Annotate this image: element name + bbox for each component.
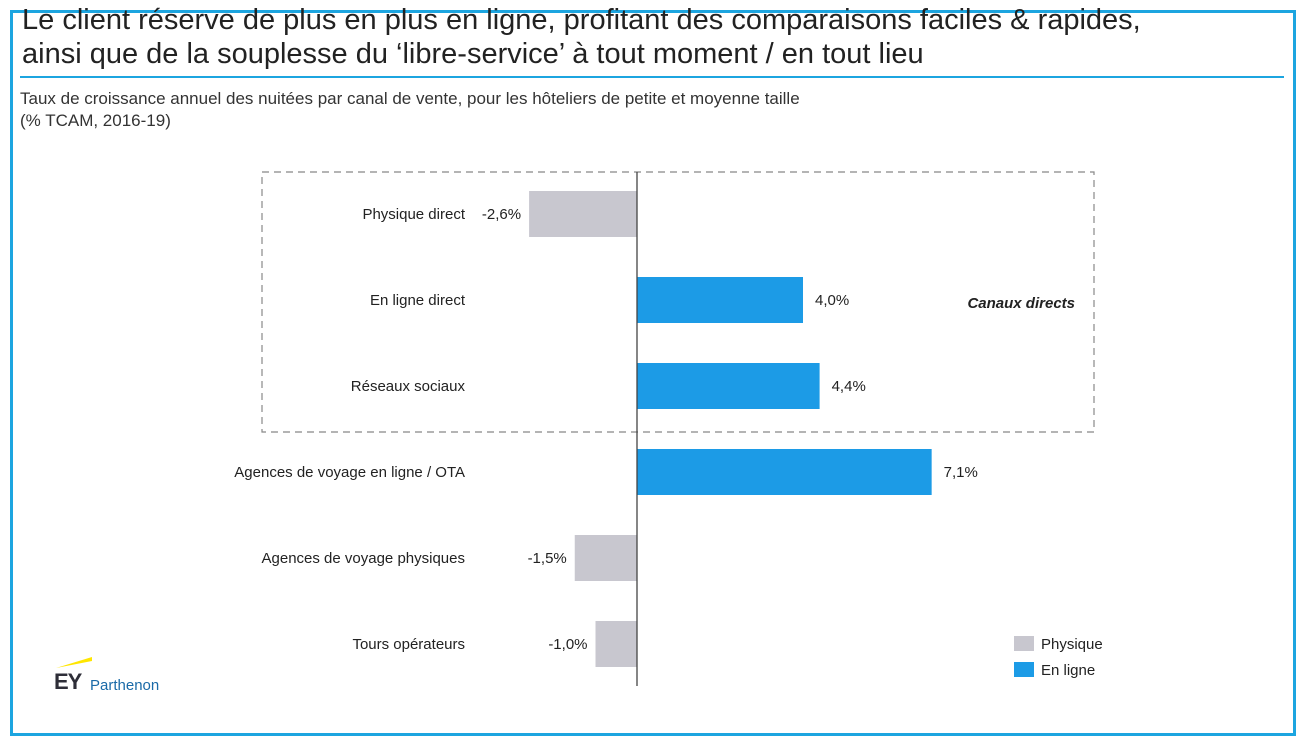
- logo-beam-icon: [56, 657, 92, 668]
- category-label-6: Tours opérateurs: [352, 636, 465, 653]
- page-title-line1: Le client réserve de plus en plus en lig…: [22, 4, 1141, 36]
- category-label-1: Physique direct: [362, 206, 465, 223]
- legend-label-2: En ligne: [1041, 662, 1095, 679]
- category-label-5: Agences de voyage physiques: [262, 550, 465, 567]
- value-label-6: -1,0%: [548, 636, 587, 653]
- value-label-5: -1,5%: [528, 550, 567, 567]
- logo-sub: Parthenon: [90, 677, 160, 694]
- chart-subtitle: Taux de croissance annuel des nuitées pa…: [20, 88, 800, 132]
- legend-swatch-1: [1014, 636, 1034, 651]
- value-label-1: -2,6%: [482, 206, 521, 223]
- category-label-3: Réseaux sociaux: [351, 378, 466, 395]
- bar-3: [637, 363, 820, 409]
- chart-subtitle-line1: Taux de croissance annuel des nuitées pa…: [20, 89, 800, 108]
- logo-brand: EY: [54, 669, 82, 694]
- page-title-line2: ainsi que de la souplesse du ‘libre-serv…: [22, 38, 924, 70]
- title-divider: [20, 76, 1284, 78]
- value-label-3: 4,4%: [832, 378, 866, 395]
- bar-2: [637, 277, 803, 323]
- page-title: Le client réserve de plus en plus en lig…: [22, 3, 1282, 71]
- group-box: [261, 171, 1095, 433]
- value-label-2: 4,0%: [815, 292, 849, 309]
- category-label-2: En ligne direct: [370, 292, 466, 309]
- bar-1: [529, 191, 637, 237]
- legend-swatch-2: [1014, 662, 1034, 677]
- legend-label-1: Physique: [1041, 636, 1103, 653]
- bar-4: [637, 449, 932, 495]
- bar-5: [574, 535, 637, 581]
- chart-subtitle-line2: (% TCAM, 2016-19): [20, 111, 171, 130]
- category-label-4: Agences de voyage en ligne / OTA: [234, 464, 465, 481]
- bar-6: [595, 621, 637, 667]
- value-label-4: 7,1%: [944, 464, 978, 481]
- group-annotation: Canaux directs: [967, 295, 1075, 312]
